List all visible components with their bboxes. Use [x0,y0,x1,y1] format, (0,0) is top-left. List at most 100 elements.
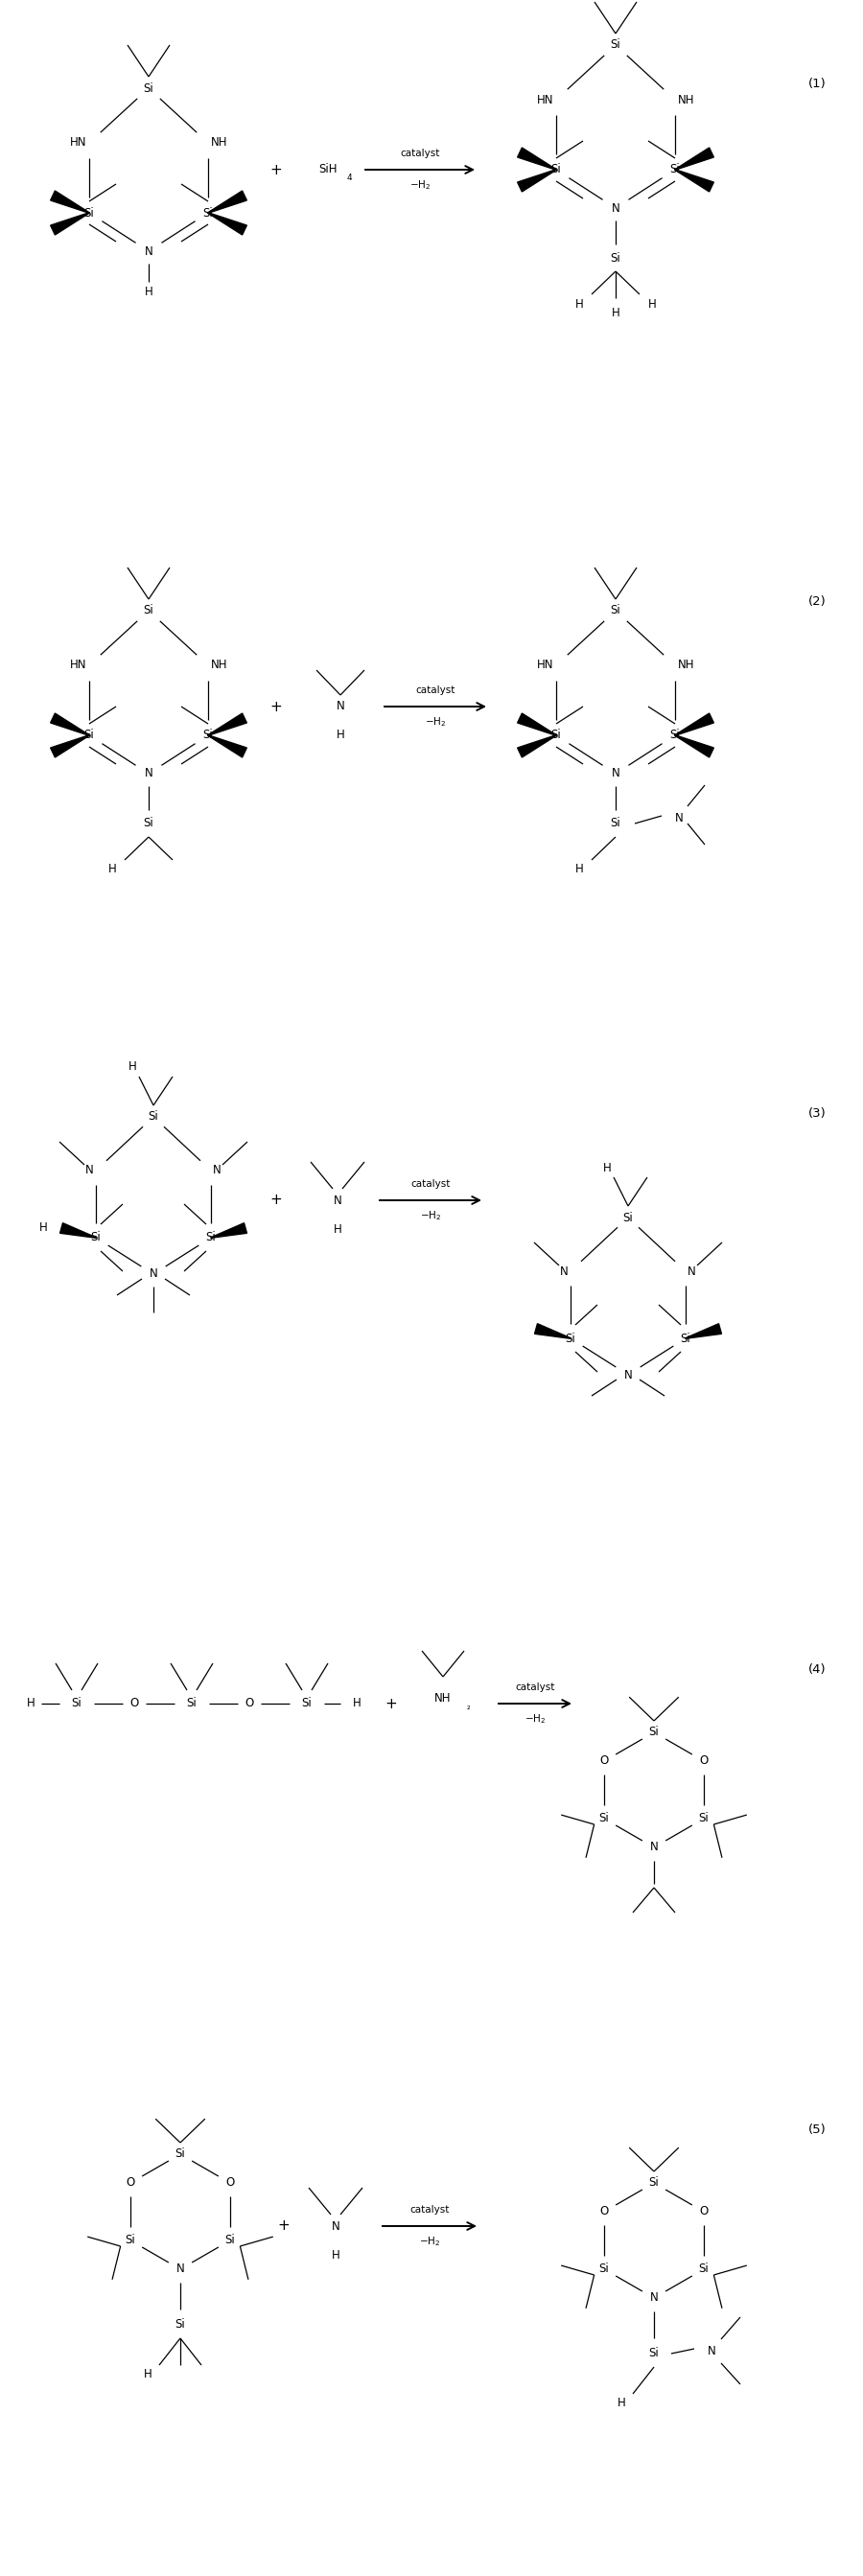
Text: (5): (5) [809,2125,827,2136]
Polygon shape [50,734,89,757]
Text: N: N [149,1267,158,1280]
Text: ₂: ₂ [466,1703,469,1710]
Text: N: N [144,245,153,258]
Text: $-$H$_2$: $-$H$_2$ [419,2236,440,2249]
Text: HN: HN [70,659,86,672]
Text: HN: HN [537,659,553,672]
Text: N: N [560,1265,569,1278]
Text: H: H [143,2367,152,2380]
Text: NH: NH [678,659,695,672]
Text: H: H [108,863,117,876]
Text: N: N [333,1195,342,1206]
Text: O: O [600,2205,608,2218]
Text: Si: Si [203,729,213,742]
Text: O: O [600,1754,608,1767]
Text: Si: Si [148,1110,159,1123]
Polygon shape [675,170,714,191]
Text: Si: Si [125,2233,135,2246]
Text: N: N [675,811,683,824]
Text: H: H [353,1698,362,1710]
Text: 4: 4 [347,175,352,183]
Text: N: N [624,1368,633,1381]
Text: N: N [611,201,620,214]
Text: O: O [699,2205,709,2218]
Text: H: H [617,2398,626,2409]
Text: (2): (2) [809,595,827,608]
Text: catalyst: catalyst [400,149,440,157]
Text: catalyst: catalyst [415,685,455,696]
Text: Si: Si [175,2148,186,2161]
Text: H: H [648,299,656,309]
Text: Si: Si [91,1231,101,1244]
Text: Si: Si [203,206,213,219]
Text: Si: Si [302,1698,312,1710]
Text: $-$H$_2$: $-$H$_2$ [419,1208,441,1221]
Text: +: + [385,1698,397,1710]
Polygon shape [534,1324,570,1340]
Text: N: N [688,1265,696,1278]
Text: (1): (1) [809,77,827,90]
Text: N: N [213,1164,221,1177]
Polygon shape [60,1224,96,1239]
Text: H: H [40,1221,48,1234]
Polygon shape [50,191,89,214]
Text: Si: Si [610,817,620,829]
Text: Si: Si [205,1231,216,1244]
Text: H: H [337,729,344,742]
Text: HN: HN [537,93,553,106]
Text: catalyst: catalyst [515,1682,555,1692]
Text: Si: Si [680,1332,690,1345]
Text: +: + [278,2218,290,2233]
Text: H: H [575,863,583,876]
Text: $-$H$_2$: $-$H$_2$ [525,1713,545,1726]
Text: Si: Si [670,162,680,175]
Polygon shape [208,714,247,737]
Text: N: N [611,768,620,781]
Text: $-$H$_2$: $-$H$_2$ [409,178,431,191]
Text: N: N [650,1842,658,1855]
Text: Si: Si [699,1814,709,1824]
Text: H: H [602,1162,611,1175]
Text: NH: NH [211,659,228,672]
Text: Si: Si [143,605,154,616]
Text: Si: Si [649,2347,659,2360]
Text: N: N [337,701,344,714]
Text: Si: Si [84,729,94,742]
Text: O: O [129,1698,139,1710]
Text: H: H [128,1061,136,1074]
Polygon shape [518,170,557,191]
Text: N: N [650,2293,658,2303]
Text: NH: NH [211,137,228,149]
Text: Si: Si [551,162,561,175]
Text: Si: Si [599,1814,609,1824]
Text: HN: HN [70,137,86,149]
Text: Si: Si [670,729,680,742]
Text: H: H [333,1224,342,1236]
Text: (3): (3) [809,1108,827,1121]
Polygon shape [675,734,714,757]
Text: H: H [611,307,620,319]
Text: (4): (4) [809,1664,827,1677]
Text: N: N [708,2344,716,2357]
Text: +: + [270,1193,282,1208]
Text: Si: Si [551,729,561,742]
Polygon shape [208,191,247,214]
Text: NH: NH [435,1692,451,1705]
Text: Si: Si [610,252,620,265]
Polygon shape [685,1324,721,1340]
Text: Si: Si [225,2233,236,2246]
Text: H: H [27,1698,35,1710]
Text: Si: Si [649,1726,659,1739]
Text: O: O [245,1698,254,1710]
Text: Si: Si [186,1698,197,1710]
Text: Si: Si [610,39,620,52]
Text: Si: Si [699,2262,709,2275]
Text: N: N [144,768,153,781]
Text: catalyst: catalyst [410,2205,450,2215]
Text: catalyst: catalyst [411,1180,450,1188]
Text: O: O [126,2177,135,2190]
Polygon shape [211,1224,247,1239]
Text: +: + [270,162,282,178]
Text: Si: Si [84,206,94,219]
Text: SiH: SiH [318,162,337,175]
